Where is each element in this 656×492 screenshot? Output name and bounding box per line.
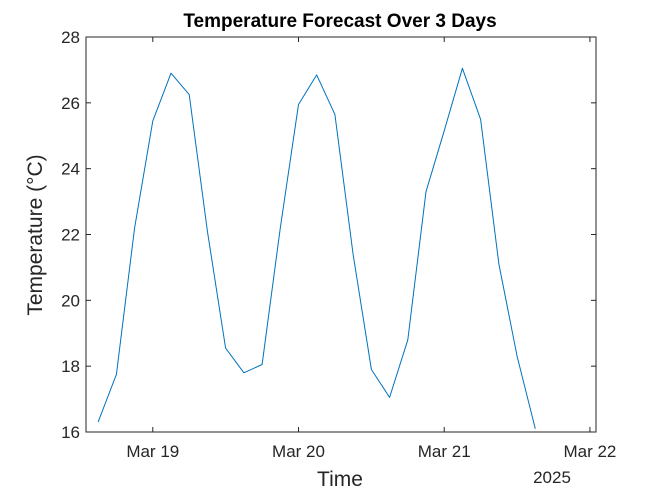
- data-point: [152, 120, 153, 121]
- data-point: [334, 114, 335, 115]
- data-point: [298, 104, 299, 105]
- y-tick-labels: 16 18 20 22 24 26 28: [61, 28, 80, 442]
- data-point: [407, 339, 408, 340]
- chart-title: Temperature Forecast Over 3 Days: [183, 11, 496, 32]
- data-point: [134, 227, 135, 228]
- y-tick-label: 22: [61, 226, 80, 245]
- data-point: [98, 422, 99, 423]
- data-point: [225, 348, 226, 349]
- data-point: [262, 364, 263, 365]
- data-point: [171, 73, 172, 74]
- data-point: [535, 428, 536, 429]
- data-point: [389, 397, 390, 398]
- data-point: [426, 191, 427, 192]
- data-point: [207, 231, 208, 232]
- x-tick-label: Mar 22: [563, 442, 616, 461]
- x-tick-label: Mar 21: [418, 442, 471, 461]
- data-point: [462, 68, 463, 69]
- y-tick-label: 26: [61, 94, 80, 113]
- data-point: [444, 130, 445, 131]
- y-axis-label: Temperature (°C): [24, 154, 47, 315]
- plot-area: [86, 37, 596, 432]
- data-point: [116, 374, 117, 375]
- data-point: [189, 94, 190, 95]
- series-layer: [97, 67, 536, 429]
- y-tick-label: 18: [61, 357, 80, 376]
- y-tick-label: 16: [61, 423, 80, 442]
- data-point: [243, 372, 244, 373]
- data-point: [517, 356, 518, 357]
- x-axis-label: Time: [317, 468, 363, 491]
- data-point: [353, 254, 354, 255]
- y-tick-label: 28: [61, 28, 80, 47]
- plot-frame: [85, 36, 597, 433]
- x-tick-label: Mar 20: [272, 442, 325, 461]
- x-tick-label: Mar 19: [126, 442, 179, 461]
- data-point: [498, 264, 499, 265]
- series-line-0: [97, 67, 536, 429]
- x-tick-labels: Mar 19 Mar 20 Mar 21 Mar 22: [126, 442, 616, 461]
- ticks: [86, 36, 596, 433]
- x-axis-year-label: 2025: [533, 468, 571, 487]
- data-point: [280, 227, 281, 228]
- data-point: [480, 119, 481, 120]
- data-point: [316, 74, 317, 75]
- data-point: [371, 369, 372, 370]
- y-tick-label: 20: [61, 291, 80, 310]
- y-tick-label: 24: [61, 160, 80, 179]
